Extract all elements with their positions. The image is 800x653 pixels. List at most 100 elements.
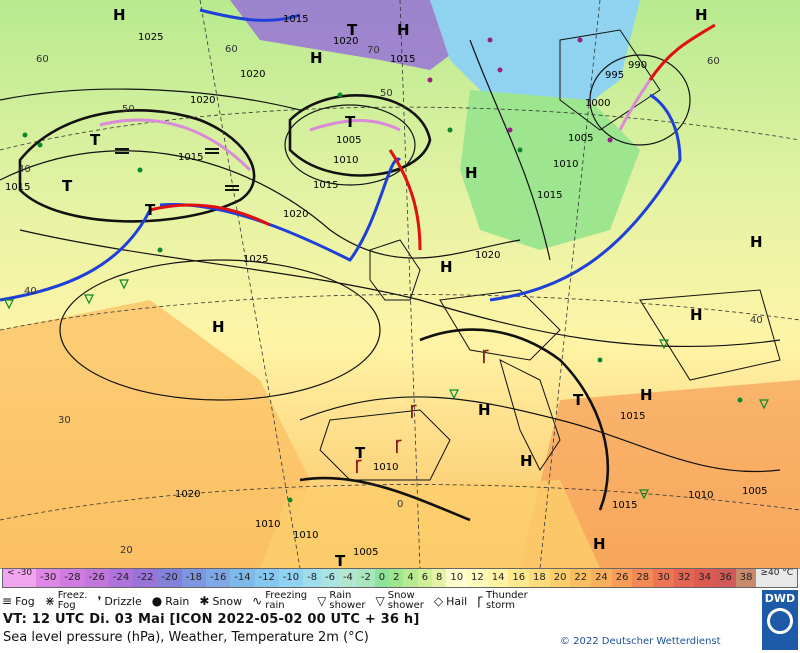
legend-item: ⋇ Freez. Fog (45, 591, 88, 611)
fog-icon: ≡ (2, 596, 12, 607)
weather-legend: ≡ Fog ⋇ Freez. Fog ❜ Drizzle ● Rain ✱ Snow ∿ Freezin… (2, 590, 758, 612)
pressure-label: 1000 (585, 98, 610, 109)
rain-icon (23, 133, 28, 138)
temp-label: 20 (120, 545, 133, 556)
legend-item: ❜ Drizzle (97, 595, 141, 608)
legend-item: ✱ Snow (199, 595, 242, 608)
pressure-label: 1015 (612, 500, 637, 511)
low-center: T (90, 131, 101, 149)
scale-cell: -26 (85, 569, 109, 587)
low-center: T (335, 552, 346, 568)
high-center: H (690, 306, 703, 324)
dwd-swirl-icon (767, 608, 793, 634)
pressure-label: 1025 (138, 32, 163, 43)
legend-label: Thunder storm (486, 591, 528, 611)
weather-map: Ꞅ Ꞅ Ꞅ Ꞅ 1015 1025 1020 1020 1020 1015 10… (0, 0, 800, 569)
scale-cell: 26 (612, 569, 633, 587)
scale-cell: 28 (632, 569, 653, 587)
low-center: T (347, 21, 358, 39)
pressure-label: 1010 (688, 490, 713, 501)
scale-cell: -12 (255, 569, 279, 587)
pressure-label: 1005 (336, 135, 361, 146)
high-center: H (520, 452, 533, 470)
scale-cell: -22 (133, 569, 157, 587)
pressure-label: 1005 (742, 486, 767, 497)
scale-cell: 16 (508, 569, 529, 587)
legend-label: Snow (212, 595, 242, 608)
scale-cell: 2 (389, 569, 403, 587)
pressure-label: 1010 (373, 462, 398, 473)
pressure-label: 1015 (313, 180, 338, 191)
temp-label: 70 (367, 45, 380, 56)
scale-cell: -10 (279, 569, 303, 587)
pressure-label: 1015 (620, 411, 645, 422)
fog-icon (205, 148, 219, 150)
legend-item: ◇ Hail (434, 595, 467, 608)
fog-icon (115, 148, 129, 150)
freezing-rain-icon: ∿ (252, 596, 262, 607)
scale-cell: -24 (109, 569, 133, 587)
fog-icon (205, 152, 219, 154)
thunderstorm-icon: Ꞅ (482, 348, 489, 364)
thunderstorm-icon: Ꞅ (410, 403, 417, 419)
rain-icon (338, 93, 343, 98)
scale-cell: 18 (529, 569, 550, 587)
scale-cell: 38 (736, 569, 757, 587)
scale-cell: -16 (206, 569, 230, 587)
high-center: H (397, 21, 410, 39)
scale-cell: -6 (321, 569, 339, 587)
snow-shower-icon: ▽ (375, 596, 384, 607)
drizzle-icon: ❜ (97, 596, 101, 607)
pressure-label: 1025 (243, 254, 268, 265)
temperature-color-scale: < -30 -30 -28 -26 -24 -22 -20 -18 -16 -14 -12 -10 -8… (2, 568, 798, 588)
high-center: H (465, 164, 478, 182)
high-center: H (593, 535, 606, 553)
low-center: T (573, 391, 584, 409)
low-center: T (62, 177, 73, 195)
temp-label: 60 (707, 56, 720, 67)
rain-icon (138, 168, 143, 173)
scale-cell: 22 (570, 569, 591, 587)
temp-label: 30 (58, 415, 71, 426)
scale-cell: -20 (157, 569, 181, 587)
temp-label: 50 (380, 88, 393, 99)
rain-icon (738, 398, 743, 403)
pressure-label: 1015 (5, 182, 30, 193)
scale-cell: 10 (446, 569, 467, 587)
legend-label: Hail (446, 595, 467, 608)
high-center: H (695, 6, 708, 24)
snow-icon (428, 78, 433, 83)
valid-time: VT: 12 UTC Di. 03 Mai [ICON 2022-05-02 0… (3, 612, 419, 627)
high-center: H (478, 401, 491, 419)
high-center: H (640, 386, 653, 404)
pressure-label: 1005 (353, 547, 378, 558)
scale-cell: 34 (694, 569, 715, 587)
pressure-label: 1020 (175, 489, 200, 500)
scale-cell: 14 (488, 569, 509, 587)
pressure-label: 1005 (568, 133, 593, 144)
low-center: T (145, 201, 156, 219)
high-center: H (750, 233, 763, 251)
pressure-label: 1015 (283, 14, 308, 25)
temp-label: 60 (36, 54, 49, 65)
legend-label: Rain shower (329, 591, 365, 611)
rain-icon: ● (152, 596, 162, 607)
snow-icon (578, 38, 583, 43)
snow-icon (508, 128, 513, 133)
hail-icon: ◇ (434, 596, 443, 607)
pressure-label: 995 (605, 70, 624, 81)
pressure-label: 1020 (240, 69, 265, 80)
scale-cell: 24 (591, 569, 612, 587)
scale-cell: -28 (60, 569, 84, 587)
pressure-label: 1015 (178, 152, 203, 163)
rain-icon (288, 498, 293, 503)
legend-label: Freezing rain (265, 591, 307, 611)
scale-cell: -14 (230, 569, 254, 587)
map-subtitle: Sea level pressure (hPa), Weather, Tempe… (3, 630, 369, 645)
scale-cell: 8 (432, 569, 446, 587)
scale-cell: -8 (303, 569, 321, 587)
scale-cell: 20 (550, 569, 571, 587)
high-center: H (440, 258, 453, 276)
legend-label: Drizzle (104, 595, 141, 608)
scale-cell: -30 (36, 569, 60, 587)
